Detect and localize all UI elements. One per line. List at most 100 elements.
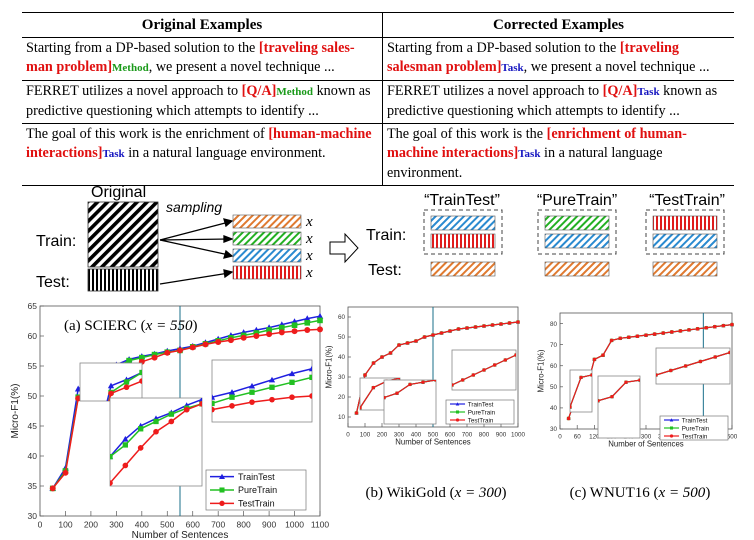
inset-point: [153, 428, 159, 435]
y-axis-label: Micro-F1(%): [325, 345, 334, 388]
data-point: [627, 335, 631, 340]
inset-point: [228, 389, 236, 395]
inset-point: [669, 368, 673, 373]
legend-marker: [455, 410, 460, 414]
entity-label: Task: [102, 148, 125, 160]
data-point: [304, 319, 311, 326]
inset-point: [110, 480, 113, 486]
inset-point: [582, 430, 585, 433]
data-point: [456, 327, 461, 331]
inset-point: [360, 406, 362, 410]
inset-point: [153, 418, 159, 425]
caption-text: ): [501, 485, 506, 501]
sample-bar-blue: [232, 248, 302, 263]
data-point: [499, 322, 503, 326]
setting-puretrain-label: “PureTrain”: [537, 192, 617, 209]
corrected-example-cell: FERRET utilizes a novel approach to [Q/A…: [382, 80, 734, 124]
inset-point: [139, 369, 142, 376]
data-point: [317, 317, 323, 324]
inset-point: [398, 378, 400, 380]
data-point: [139, 354, 145, 361]
inset-point: [610, 394, 614, 399]
data-point: [215, 339, 222, 345]
inset-point: [123, 384, 130, 391]
data-point: [266, 331, 273, 338]
x-tick-label: 0: [558, 433, 562, 440]
sample-bar-orange: [232, 214, 302, 229]
inset-point: [249, 399, 255, 405]
inset-point: [212, 406, 215, 413]
chart-3: 0601201802403003604204805406003040506070…: [537, 312, 738, 449]
example-text: in a natural language environment.: [124, 145, 326, 161]
corrected-example-cell: Starting from a DP-based solution to the…: [382, 37, 734, 81]
data-point: [695, 327, 700, 331]
inset-point: [492, 363, 497, 367]
caption-text: ): [705, 485, 710, 501]
testtrain-test-orange: [652, 261, 718, 277]
entity-label: Task: [501, 62, 524, 74]
inset-series: [106, 369, 142, 401]
data-point: [380, 355, 384, 359]
inset-point: [168, 418, 175, 425]
table-header-row: Original Examples Corrected Examples: [22, 12, 734, 38]
inset-point: [122, 435, 129, 442]
train-label: Train:: [36, 233, 76, 250]
inset-point: [434, 380, 436, 382]
inset-point: [638, 378, 640, 382]
entity-span: [Q/A]: [602, 83, 638, 99]
x-tick-label: 800: [479, 431, 490, 438]
corrected-example-cell: The goal of this work is the [enrichment…: [382, 123, 734, 186]
inset-point: [590, 373, 592, 377]
legend-marker: [455, 418, 460, 422]
data-point: [278, 329, 285, 336]
inset-point: [137, 445, 144, 451]
charts-group: 0 100 200 300 400 500 600 700 800 900 1000 11003035…: [10, 301, 738, 540]
table-row: Starting from a DP-based solution to the…: [22, 37, 734, 81]
inset-point: [395, 391, 399, 395]
inset-frame: [655, 347, 731, 385]
data-point: [439, 331, 444, 335]
example-text: Starting from a DP-based solution to the: [26, 40, 259, 56]
data-point: [177, 347, 183, 354]
x-tick-label: 1000: [511, 431, 526, 438]
zoom-inset: [569, 369, 593, 413]
inset-frame: [597, 375, 641, 439]
inset-series: [570, 372, 592, 409]
inset-point: [568, 432, 571, 435]
sampling-diagram: Original Train: Test: sampling x x x x T…: [36, 184, 725, 292]
data-point: [730, 322, 734, 327]
example-text: , we present a novel technique ...: [148, 59, 335, 75]
y-tick-label: 65: [28, 301, 38, 311]
entity-span: [traveling salesman problem]: [387, 40, 679, 75]
inset-point: [107, 382, 115, 389]
data-point: [279, 324, 285, 331]
inset-point: [713, 355, 717, 359]
puretrain-train-blue: [544, 233, 610, 249]
entity-span: [traveling sales-man problem]: [26, 40, 355, 75]
inset-point: [460, 378, 465, 382]
data-point: [316, 312, 324, 319]
x-tick-label: 300: [109, 520, 123, 530]
data-point: [240, 334, 247, 341]
example-text: The goal of this work is the enrichment …: [26, 126, 269, 142]
data-point: [431, 333, 435, 337]
inset-point: [248, 382, 256, 389]
inset-point: [308, 365, 312, 372]
x-tick-label: 900: [496, 431, 507, 438]
sampling-label: sampling: [166, 199, 222, 215]
y-tick-label: 10: [338, 414, 346, 421]
data-point: [507, 321, 512, 325]
data-point: [721, 323, 726, 328]
y-tick-label: 30: [28, 511, 38, 521]
inset-point: [269, 396, 275, 403]
y-tick-label: 50: [338, 334, 346, 341]
data-point: [635, 334, 640, 339]
original-test-block: [87, 268, 159, 292]
chart-1: 0 100 200 300 400 500 600 700 800 900 1000 1100 30 35…: [10, 301, 330, 540]
y-tick-label: 20: [338, 394, 346, 401]
inset-series: [212, 365, 312, 413]
sampling-arrows: [159, 218, 234, 285]
inset-point: [229, 394, 235, 400]
